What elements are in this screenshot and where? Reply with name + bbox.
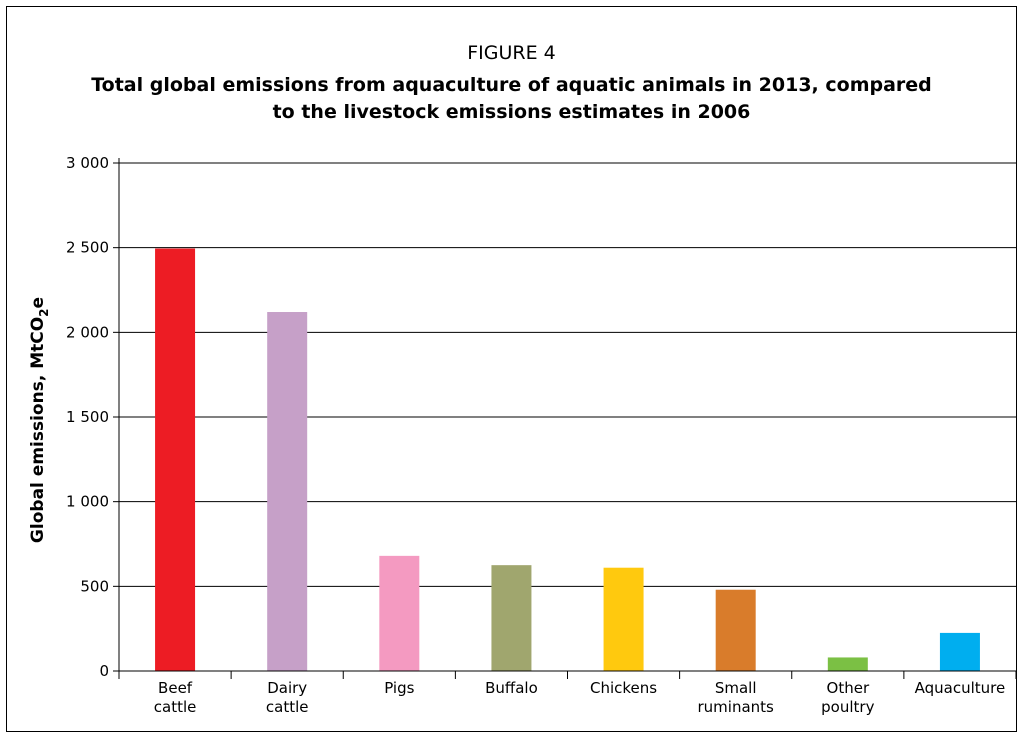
figure-label: FIGURE 4 [467, 42, 556, 64]
bar [267, 312, 308, 671]
x-tick-label: Other poultry [821, 679, 874, 716]
x-tick-label-line: Buffalo [485, 679, 538, 697]
y-tick-label: 500 [80, 577, 109, 595]
x-tick-label-line: Dairy [267, 679, 307, 697]
y-tick-label: 2 500 [66, 239, 109, 257]
x-tick-label-line: Chickens [590, 679, 657, 697]
chart-title: Total global emissions from aquaculture … [91, 74, 932, 123]
x-tick-label-line: Beef [158, 679, 193, 697]
x-tick-label: Beef cattle [154, 679, 197, 716]
y-axis-label: Global emissions, MtCO2e [28, 297, 51, 543]
x-tick-label-line: ruminants [698, 698, 775, 716]
x-tick-label: Pigs [384, 679, 414, 697]
bars [155, 248, 980, 671]
y-axis-label-suffix: e [28, 297, 48, 309]
x-tick-label: Buffalo [485, 679, 538, 697]
y-axis-label-text: Global emissions, MtCO [28, 317, 48, 543]
y-tick-label: 1 500 [66, 408, 109, 426]
x-tick-label: Chickens [590, 679, 657, 697]
bar [715, 589, 756, 671]
x-tick-label-line: poultry [821, 698, 874, 716]
bar [603, 567, 644, 671]
y-tick-label: 2 000 [66, 323, 109, 341]
y-tick-label: 1 000 [66, 493, 109, 511]
y-tick-label: 3 000 [66, 154, 109, 172]
x-tick-label-line: cattle [266, 698, 309, 716]
bar [939, 632, 980, 671]
figure-frame [6, 6, 1017, 732]
x-tick-label-line: Other [827, 679, 870, 697]
axes [113, 158, 1017, 679]
bar [155, 248, 196, 671]
x-tick-label: Small ruminants [698, 679, 775, 716]
x-tick-label: Aquaculture [915, 679, 1006, 697]
y-tick-label: 0 [99, 662, 109, 680]
y-axis-label-subscript: 2 [37, 308, 51, 316]
x-tick-label-line: Small [715, 679, 757, 697]
bar [827, 657, 868, 671]
bar [379, 555, 420, 671]
x-tick-label-line: Aquaculture [915, 679, 1006, 697]
grid-lines [119, 162, 1016, 587]
x-tick-label-line: cattle [154, 698, 197, 716]
bar [491, 565, 532, 671]
x-tick-label-line: Pigs [384, 679, 414, 697]
x-tick-label: Dairy cattle [266, 679, 309, 716]
